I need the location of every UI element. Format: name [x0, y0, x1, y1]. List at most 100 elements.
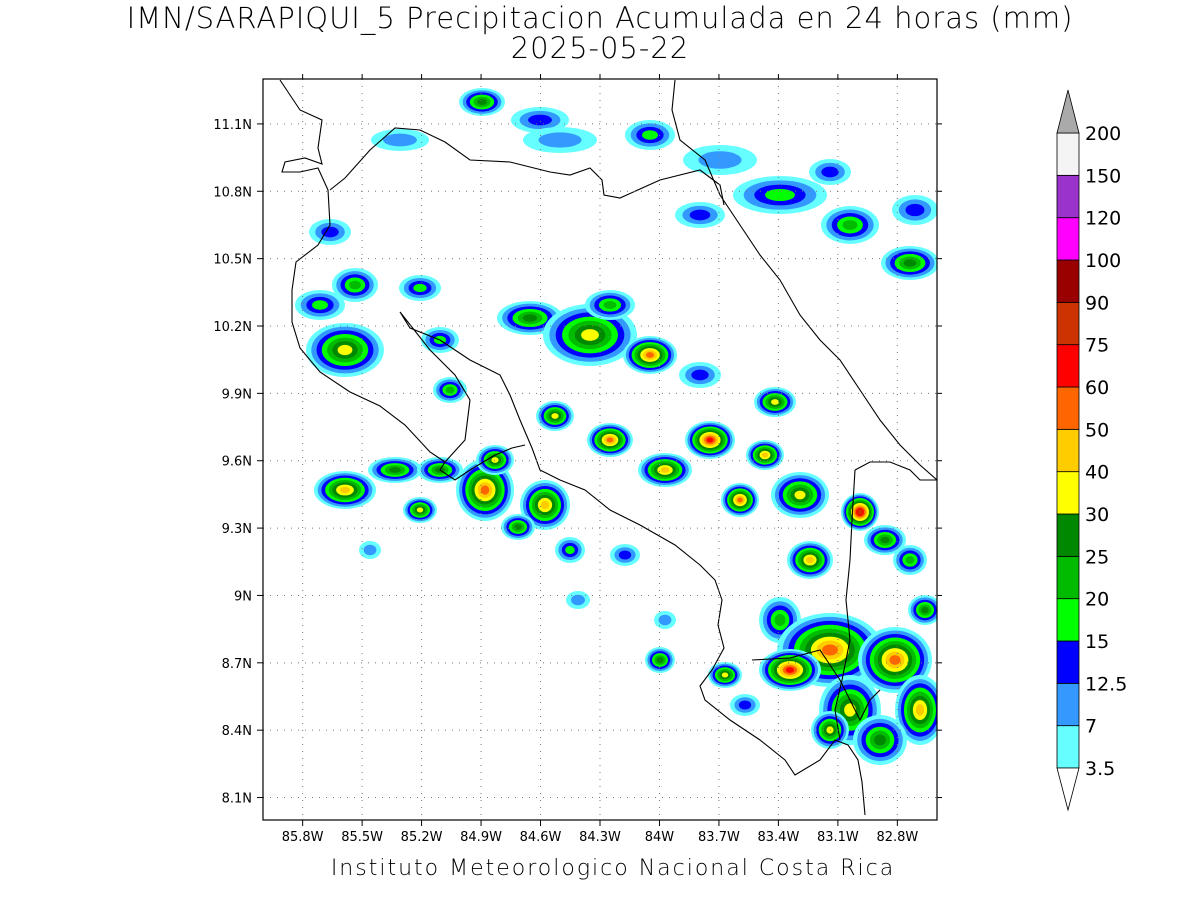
lon-tick-label: 85.8W — [282, 830, 324, 845]
colorbar-segment — [1056, 174, 1080, 219]
precip-contour — [522, 314, 538, 322]
precip-contour — [337, 344, 353, 356]
panama-border — [854, 461, 937, 481]
colorbar: 3.5 7 12.5 15 20 25 30 40 50 60 75 90 100 120 150 200 — [1056, 89, 1127, 812]
precip-contour — [528, 114, 552, 126]
precip-contour — [581, 329, 599, 341]
colorbar-segment — [1056, 217, 1080, 261]
precip-contour — [706, 437, 714, 443]
precip-contour — [842, 220, 858, 230]
lat-lon-grid — [263, 79, 937, 820]
colorbar-label: 30 — [1085, 504, 1109, 526]
precip-contour — [660, 467, 670, 473]
colorbar-segment — [1056, 301, 1080, 346]
colorbar-top-arrow — [1056, 89, 1080, 134]
precip-contour — [476, 98, 488, 106]
lat-tick-label: 9N — [234, 589, 252, 604]
precip-contour — [822, 644, 838, 656]
precip-contour — [321, 226, 339, 238]
colorbar-segment — [1056, 555, 1080, 600]
colorbar-label: 20 — [1085, 589, 1109, 611]
precip-contour — [349, 280, 361, 290]
lon-tick-label: 84W — [645, 830, 675, 845]
precip-contour — [761, 452, 769, 458]
colorbar-segment — [1056, 513, 1080, 557]
lon-tick-label: 84.9W — [460, 830, 502, 845]
precip-contour — [821, 166, 839, 178]
panama-border-south — [834, 469, 856, 741]
precip-contour — [698, 151, 742, 169]
precip-contour — [915, 704, 925, 716]
precip-contour — [689, 209, 711, 221]
lat-tick-label: 10.8N — [213, 185, 252, 200]
colorbar-label: 200 — [1085, 123, 1121, 145]
precip-contour — [312, 300, 328, 310]
burica-peninsula — [751, 649, 881, 722]
colorbar-segment — [1056, 598, 1080, 642]
footer-credit: Instituto Meteorologico Nacional Costa R… — [330, 856, 896, 881]
precip-contour — [921, 606, 929, 614]
lon-tick-label: 85.2W — [401, 830, 443, 845]
lon-tick-label: 85.5W — [341, 830, 383, 845]
precip-contour — [774, 614, 786, 626]
precip-contour — [844, 703, 856, 717]
precip-contour — [480, 485, 490, 495]
lon-tick-label: 83.1W — [817, 830, 859, 845]
precip-contour — [903, 259, 917, 267]
precipitation-field — [295, 88, 937, 765]
precip-contour — [383, 133, 417, 147]
precip-contour — [642, 130, 658, 140]
precip-contour — [571, 594, 585, 606]
lon-tick-label: 83.7W — [698, 830, 740, 845]
colorbar-label: 25 — [1085, 546, 1109, 568]
precip-contour — [538, 132, 582, 148]
lat-tick-label: 9.6N — [222, 455, 252, 470]
precip-contour — [389, 467, 401, 473]
nicoya-gulf-coast — [439, 444, 526, 481]
lat-tick-label: 8.4N — [222, 724, 252, 739]
precip-contour — [645, 352, 655, 358]
precip-contour — [565, 545, 575, 555]
nicaragua-border — [329, 127, 725, 206]
lat-tick-label: 9.3N — [222, 522, 252, 537]
precip-contour — [618, 550, 632, 560]
lat-tick-label: 9.9N — [222, 387, 252, 402]
precip-contour — [737, 497, 743, 503]
precip-contour — [874, 734, 886, 746]
colorbar-segment — [1056, 259, 1080, 303]
colorbar-label: 90 — [1085, 292, 1109, 314]
precip-contour — [514, 524, 522, 530]
colorbar-label: 7 — [1085, 716, 1097, 738]
precip-contour — [905, 203, 925, 217]
coastline-borders — [279, 79, 937, 816]
lat-tick-label: 11.1N — [213, 118, 252, 133]
colorbar-segment — [1056, 132, 1080, 176]
lon-tick-label: 82.8W — [876, 830, 918, 845]
colorbar-label: 3.5 — [1085, 758, 1115, 780]
lat-tick-label: 10.2N — [213, 320, 252, 335]
lon-tick-label: 84.6W — [520, 830, 562, 845]
colorbar-label: 15 — [1085, 631, 1109, 653]
precip-contour — [880, 536, 890, 544]
colorbar-label: 12.5 — [1085, 673, 1127, 695]
colorbar-segment — [1056, 640, 1080, 684]
precip-contour — [785, 667, 795, 673]
colorbar-label: 75 — [1085, 335, 1109, 357]
precip-contour — [339, 486, 351, 494]
lat-tick-label: 8.7N — [222, 657, 252, 672]
colorbar-label: 50 — [1085, 419, 1109, 441]
colorbar-segment — [1056, 471, 1080, 515]
colorbar-bottom-arrow — [1056, 767, 1080, 812]
lon-tick-label: 84.3W — [579, 830, 621, 845]
colorbar-label: 100 — [1085, 250, 1121, 272]
precip-contour — [738, 700, 752, 710]
precip-contour — [363, 544, 377, 556]
colorbar-label: 120 — [1085, 208, 1121, 230]
precip-contour — [606, 437, 614, 443]
colorbar-segment — [1056, 344, 1080, 388]
colorbar-label: 150 — [1085, 165, 1121, 187]
map-date: 2025-05-22 — [510, 31, 690, 65]
precip-contour — [857, 509, 863, 515]
precip-contour — [445, 386, 455, 394]
